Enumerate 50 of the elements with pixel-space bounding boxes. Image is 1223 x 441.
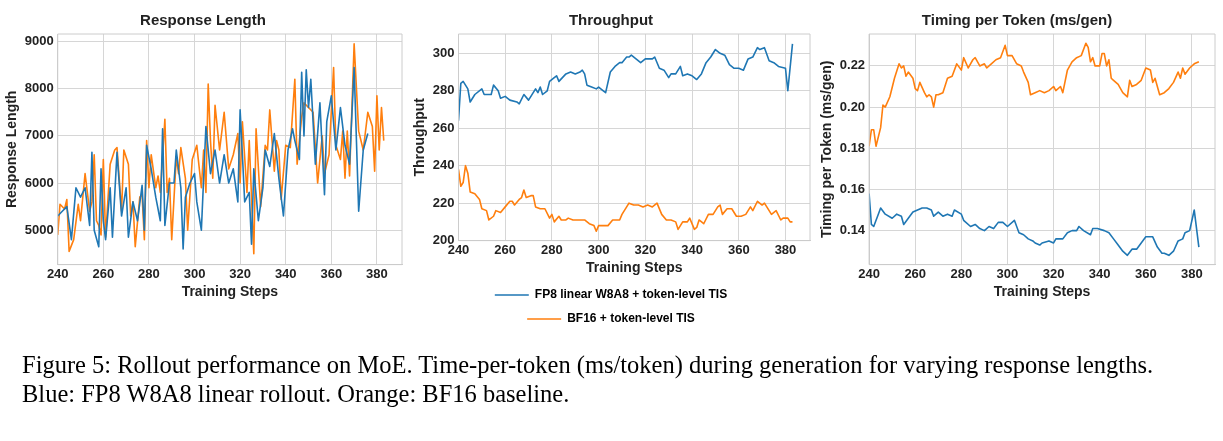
y-tick-label: 220 bbox=[432, 194, 455, 210]
x-tick-label: 380 bbox=[1181, 265, 1203, 281]
y-axis-title: Response Length bbox=[3, 90, 20, 209]
legend-label: BF16 + token-level TIS bbox=[567, 311, 695, 326]
x-tick-label: 380 bbox=[366, 265, 388, 281]
y-axis-title: Timing per Token (ms/gen) bbox=[818, 60, 835, 239]
x-tick-label: 280 bbox=[138, 265, 160, 281]
x-tick-label: 240 bbox=[858, 265, 880, 281]
x-tick-label: 380 bbox=[774, 241, 797, 257]
y-tick-label: 0.18 bbox=[839, 139, 866, 155]
x-tick-label: 260 bbox=[92, 265, 115, 281]
y-tick-label: 260 bbox=[432, 119, 455, 135]
x-tick-label: 320 bbox=[229, 265, 251, 281]
y-axis-title: Throughput bbox=[411, 97, 428, 177]
y-tick-label: 240 bbox=[432, 157, 455, 173]
caption: Figure 5: Rollout performance on MoE. Time-per-token (ms/token) during generation for varying response lengths. Blue: FP8 W8A8 linear rollout. Orange: BF16 baseline. bbox=[22, 350, 1155, 408]
y-tick-label: 280 bbox=[432, 82, 455, 98]
y-tick-label: 0.14 bbox=[839, 222, 866, 238]
y-tick-label: 5000 bbox=[24, 221, 54, 237]
y-tick-label: 6000 bbox=[24, 174, 54, 190]
x-tick-label: 320 bbox=[1042, 265, 1065, 281]
chart-title: Response Length bbox=[140, 11, 266, 29]
x-tick-label: 280 bbox=[950, 265, 973, 281]
x-axis-title: Training Steps bbox=[586, 259, 683, 276]
x-tick-label: 320 bbox=[634, 241, 657, 257]
y-tick-label: 0.20 bbox=[839, 98, 866, 114]
x-tick-label: 280 bbox=[541, 241, 563, 257]
y-tick-label: 0.16 bbox=[839, 181, 866, 197]
x-tick-label: 360 bbox=[727, 241, 750, 257]
x-axis-title: Training Steps bbox=[993, 283, 1091, 300]
x-tick-label: 340 bbox=[274, 265, 297, 281]
x-tick-label: 260 bbox=[494, 241, 517, 257]
y-tick-label: 300 bbox=[432, 44, 455, 60]
chart-title: Timing per Token (ms/gen) bbox=[921, 11, 1113, 29]
legend-label: FP8 linear W8A8 + token-level TIS bbox=[534, 287, 728, 302]
x-tick-label: 260 bbox=[904, 265, 927, 281]
x-tick-label: 300 bbox=[996, 265, 1019, 281]
y-tick-label: 7000 bbox=[24, 127, 54, 143]
x-tick-label: 360 bbox=[320, 265, 343, 281]
x-tick-label: 340 bbox=[1088, 265, 1111, 281]
x-tick-label: 340 bbox=[681, 241, 703, 257]
x-axis-title: Training Steps bbox=[181, 283, 279, 300]
chart-title: Throughput bbox=[568, 11, 654, 29]
y-tick-label: 9000 bbox=[24, 33, 54, 49]
x-tick-label: 300 bbox=[183, 265, 206, 281]
y-tick-label: 8000 bbox=[24, 80, 54, 96]
x-tick-label: 300 bbox=[587, 241, 610, 257]
y-tick-label: 0.22 bbox=[839, 57, 866, 73]
x-tick-label: 240 bbox=[46, 265, 69, 281]
x-tick-label: 360 bbox=[1134, 265, 1157, 281]
